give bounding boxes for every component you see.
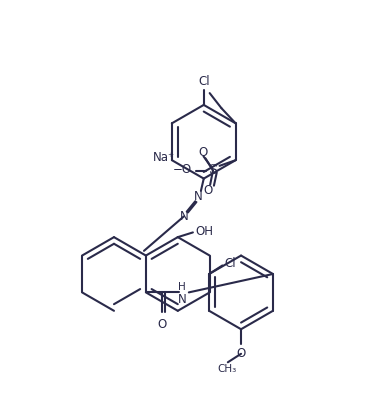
Text: N: N [178, 293, 187, 306]
Text: Cl: Cl [225, 257, 237, 270]
Text: OH: OH [195, 225, 213, 238]
Text: O: O [198, 146, 207, 159]
Text: CH₃: CH₃ [217, 364, 237, 374]
Text: N: N [194, 190, 203, 203]
Text: −O: −O [173, 163, 192, 176]
Text: O: O [158, 318, 167, 331]
Text: N: N [180, 210, 188, 223]
Text: S: S [208, 164, 218, 177]
Text: O: O [204, 184, 213, 197]
Text: H: H [178, 282, 186, 292]
Text: O: O [237, 347, 246, 360]
Text: Na⁺: Na⁺ [153, 151, 175, 164]
Text: Cl: Cl [198, 75, 210, 88]
